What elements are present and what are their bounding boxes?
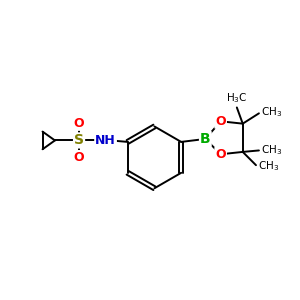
Text: O: O (215, 148, 226, 161)
Text: O: O (74, 151, 84, 164)
Text: CH$_3$: CH$_3$ (261, 106, 282, 119)
Text: H$_3$C: H$_3$C (226, 91, 247, 104)
Text: CH$_3$: CH$_3$ (258, 159, 279, 173)
Text: B: B (200, 132, 211, 146)
Text: O: O (74, 117, 84, 130)
Text: NH: NH (95, 134, 116, 147)
Text: O: O (215, 115, 226, 128)
Text: CH$_3$: CH$_3$ (261, 143, 282, 157)
Text: S: S (74, 134, 84, 147)
